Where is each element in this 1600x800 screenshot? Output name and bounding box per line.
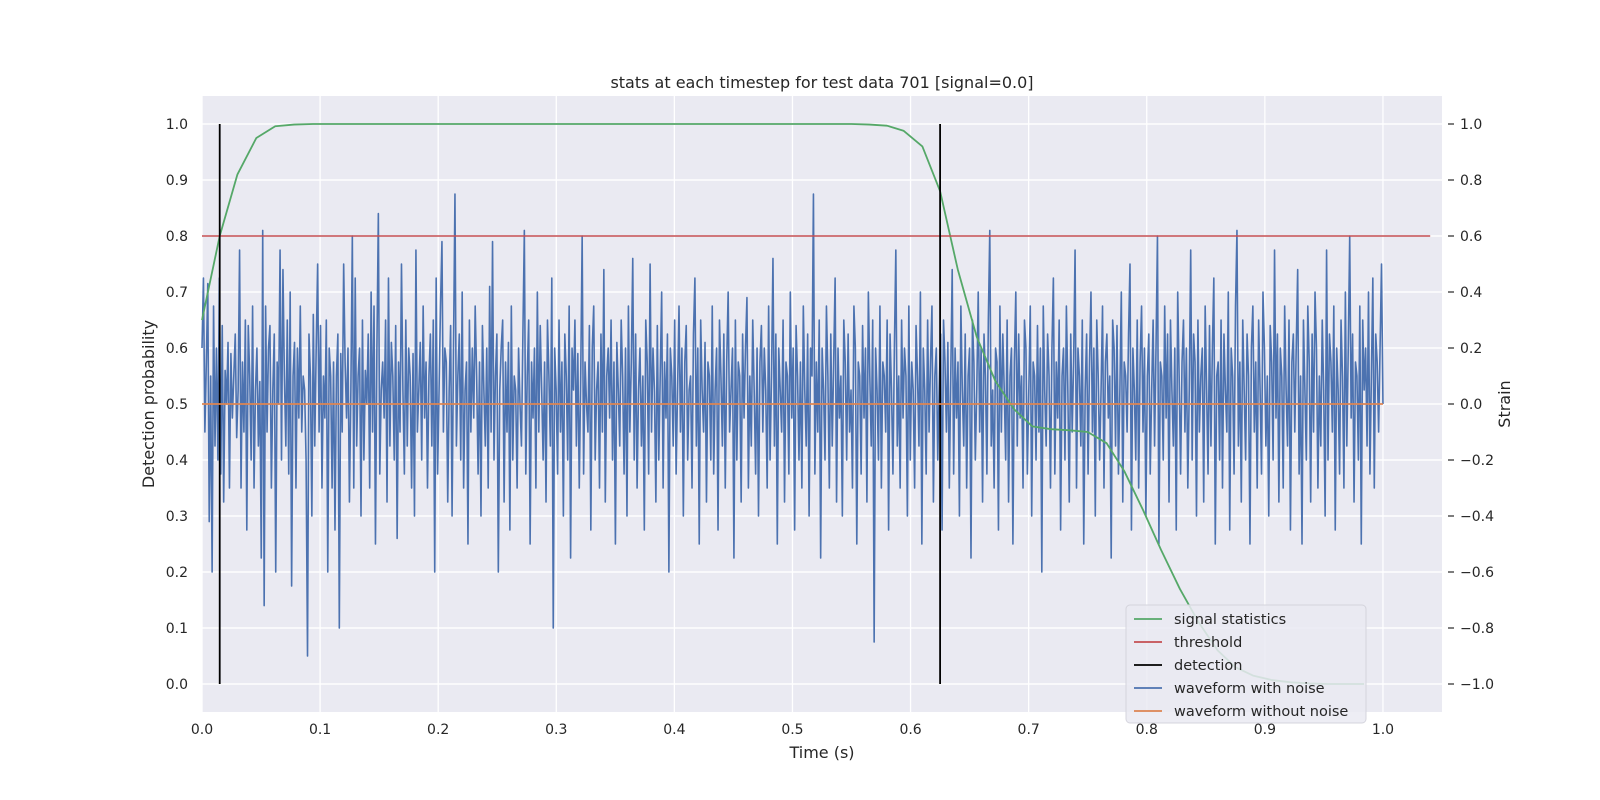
x-tick-label: 0.9 [1254,722,1276,738]
x-tick-label: 0.8 [1136,722,1158,738]
x-tick-label: 0.4 [663,722,685,738]
y2-tick-label: 0.2 [1460,341,1482,357]
y2-tick-label: −0.4 [1460,509,1494,525]
y-tick-label: 0.7 [166,285,188,301]
y-tick-label: 0.2 [166,565,188,581]
legend-entry: detection [1174,658,1242,674]
x-tick-label: 0.3 [545,722,567,738]
y-tick-label: 0.9 [166,173,188,189]
x-axis-ticks: 0.0 0.1 0.2 0.3 0.4 0.5 0.6 0.7 0.8 0.9 1.0 [191,722,1394,738]
y2-tick-label: 0.0 [1460,397,1482,413]
legend-box [1125,604,1367,724]
y2-tick-label: −0.2 [1460,453,1494,469]
x-tick-label: 0.0 [191,722,213,738]
y-axis-label: Detection probability [139,320,158,488]
legend: signal statistics threshold detection wavef… [1125,604,1367,724]
legend-entry: threshold [1174,635,1242,651]
y-tick-label: 0.1 [166,621,188,637]
y2-axis-label: Strain [1495,380,1514,427]
y2-tick-label: −1.0 [1460,677,1494,693]
chart-title: stats at each timestep for test data 701… [610,73,1033,92]
y2-axis-ticks: −1.0 −0.8 −0.6 −0.4 −0.2 0.0 0.2 0.4 0.6 0.8 1.0 [1448,117,1494,693]
legend-entry: waveform without noise [1174,704,1348,720]
x-tick-label: 1.0 [1372,722,1394,738]
x-tick-label: 0.6 [899,722,921,738]
y-tick-label: 0.5 [166,397,188,413]
y2-tick-label: 1.0 [1460,117,1482,133]
y2-tick-label: −0.6 [1460,565,1494,581]
legend-entry: signal statistics [1174,612,1286,628]
x-tick-label: 0.5 [781,722,803,738]
y-tick-label: 1.0 [166,117,188,133]
x-tick-label: 0.1 [309,722,331,738]
y2-tick-label: −0.8 [1460,621,1494,637]
x-tick-label: 0.2 [427,722,449,738]
y-tick-label: 0.6 [166,341,188,357]
x-tick-label: 0.7 [1018,722,1040,738]
y-axis-ticks: 0.0 0.1 0.2 0.3 0.4 0.5 0.6 0.7 0.8 0.9 1.0 [166,117,188,693]
y-tick-label: 0.8 [166,229,188,245]
y-tick-label: 0.3 [166,509,188,525]
legend-entry: waveform with noise [1174,681,1325,697]
y-tick-label: 0.4 [166,453,188,469]
x-axis-label: Time (s) [788,743,854,762]
waveform-with-noise-line [201,193,1384,657]
y-tick-label: 0.0 [166,677,188,693]
y2-tick-label: 0.8 [1460,173,1482,189]
y2-tick-label: 0.4 [1460,285,1482,301]
y2-tick-label: 0.6 [1460,229,1482,245]
